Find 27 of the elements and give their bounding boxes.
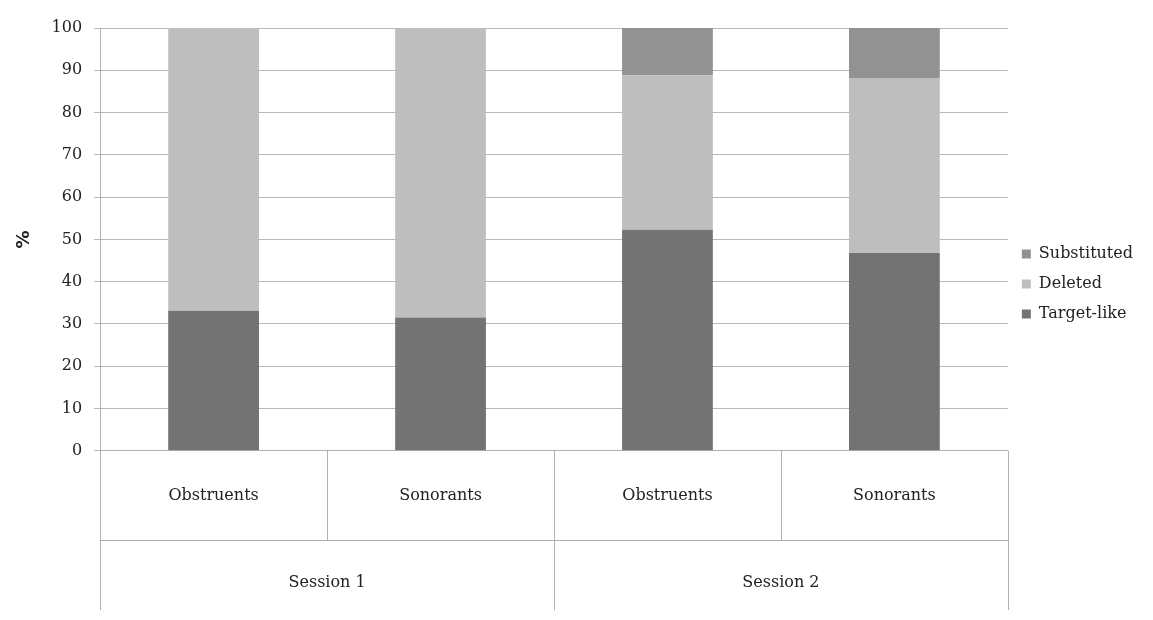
text: Session 1 <box>288 572 366 592</box>
x-tick-label: Sonorants <box>853 484 936 504</box>
legend-label: Target-like <box>1038 303 1127 323</box>
bar <box>622 28 713 76</box>
y-tick-label: 80 <box>61 101 83 121</box>
bar <box>395 317 486 451</box>
legend-label: Substituted <box>1038 243 1133 263</box>
bar <box>849 252 940 451</box>
x-tick-label: Obstruents <box>622 484 713 504</box>
x-tick-label: Sonorants <box>399 484 482 504</box>
y-tick-label: 20 <box>61 355 83 375</box>
y-tick-label: 0 <box>71 439 83 459</box>
y-tick-label: 30 <box>61 313 83 333</box>
legend-label: Deleted <box>1038 273 1102 293</box>
y-tick-label: 90 <box>61 59 83 79</box>
bar <box>168 310 259 451</box>
y-tick-label: 70 <box>61 144 83 163</box>
y-tick-label: 50 <box>61 228 83 248</box>
y-tick-label: 100 <box>51 17 83 37</box>
x-tick-label: Obstruents <box>168 484 259 504</box>
bar <box>849 28 940 78</box>
y-tick-label: 40 <box>61 270 83 290</box>
bar <box>622 229 713 451</box>
y-axis-title: % <box>12 230 34 249</box>
y-tick-label: 60 <box>61 186 83 206</box>
text: Session 2 <box>742 572 820 592</box>
y-tick-label: 10 <box>61 397 83 417</box>
